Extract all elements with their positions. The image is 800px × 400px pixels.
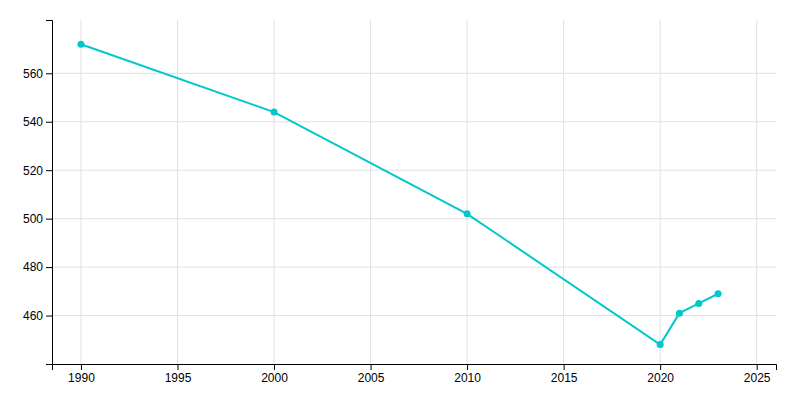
tick-label: 2000 bbox=[261, 371, 288, 385]
tick-mark bbox=[81, 364, 82, 370]
y-axis: 460 480 500 520 540 560 bbox=[23, 21, 53, 365]
tick-mark bbox=[46, 267, 52, 268]
tick-label: 460 bbox=[23, 309, 43, 323]
grid-line bbox=[660, 20, 661, 364]
tick-label: 540 bbox=[23, 115, 43, 129]
grid-line bbox=[274, 20, 275, 364]
tick: 460 bbox=[23, 309, 52, 323]
tick-mark bbox=[564, 364, 565, 370]
tick-mark bbox=[46, 73, 52, 74]
marks bbox=[77, 41, 721, 348]
tick: 2025 bbox=[744, 364, 771, 385]
tick-mark bbox=[46, 122, 52, 123]
axis-line bbox=[46, 21, 53, 365]
tick-mark bbox=[371, 364, 372, 370]
point bbox=[676, 310, 683, 317]
grid-line bbox=[80, 20, 81, 364]
grid-line bbox=[177, 20, 178, 364]
x-axis: 1990 1995 2000 2005 2010 2015 2020 2025 bbox=[53, 364, 777, 385]
tick: 540 bbox=[23, 115, 52, 129]
plot: 1990 1995 2000 2005 2010 2015 2020 2025 460 480 50… bbox=[23, 20, 777, 385]
point bbox=[715, 290, 722, 297]
tick: 2005 bbox=[358, 364, 385, 385]
point bbox=[77, 41, 84, 48]
grid-line bbox=[52, 121, 776, 122]
tick-mark bbox=[467, 364, 468, 370]
tick-mark bbox=[757, 364, 758, 370]
tick-label: 2020 bbox=[647, 371, 674, 385]
tick-label: 2015 bbox=[551, 371, 578, 385]
grid-line bbox=[52, 218, 776, 219]
grid bbox=[52, 20, 776, 364]
tick: 1990 bbox=[68, 364, 95, 385]
tick-label: 560 bbox=[23, 67, 43, 81]
tick-label: 2025 bbox=[744, 371, 771, 385]
grid-line bbox=[467, 20, 468, 364]
point bbox=[657, 341, 664, 348]
grid-line bbox=[563, 20, 564, 364]
tick-mark bbox=[274, 364, 275, 370]
tick-label: 2005 bbox=[358, 371, 385, 385]
tick-label: 480 bbox=[23, 260, 43, 274]
tick-mark bbox=[660, 364, 661, 370]
tick: 2020 bbox=[647, 364, 674, 385]
axis-line bbox=[53, 365, 777, 371]
point bbox=[271, 109, 278, 116]
point bbox=[695, 300, 702, 307]
tick: 1995 bbox=[165, 364, 192, 385]
tick-label: 1990 bbox=[68, 371, 95, 385]
tick-mark bbox=[46, 316, 52, 317]
tick-label: 2010 bbox=[454, 371, 481, 385]
tick-label: 1995 bbox=[165, 371, 192, 385]
tick: 2010 bbox=[454, 364, 481, 385]
tick: 2000 bbox=[261, 364, 288, 385]
line bbox=[81, 44, 718, 344]
grid-line bbox=[52, 170, 776, 171]
grid-line bbox=[52, 267, 776, 268]
tick: 2015 bbox=[551, 364, 578, 385]
tick: 560 bbox=[23, 67, 52, 81]
chart-container: 1990 1995 2000 2005 2010 2015 2020 2025 460 480 50… bbox=[0, 0, 800, 400]
grid-line bbox=[52, 315, 776, 316]
tick: 480 bbox=[23, 260, 52, 274]
grid-line bbox=[370, 20, 371, 364]
chart: 1990 1995 2000 2005 2010 2015 2020 2025 460 480 50… bbox=[0, 0, 800, 400]
tick-mark bbox=[46, 170, 52, 171]
tick: 500 bbox=[23, 212, 52, 226]
tick-mark bbox=[46, 219, 52, 220]
tick: 520 bbox=[23, 164, 52, 178]
tick-label: 520 bbox=[23, 164, 43, 178]
tick-mark bbox=[177, 364, 178, 370]
tick-label: 500 bbox=[23, 212, 43, 226]
point bbox=[464, 210, 471, 217]
grid-line bbox=[756, 20, 757, 364]
